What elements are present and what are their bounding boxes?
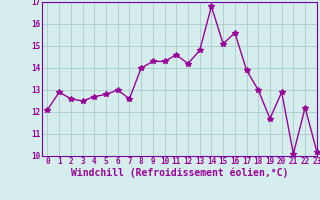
X-axis label: Windchill (Refroidissement éolien,°C): Windchill (Refroidissement éolien,°C) xyxy=(70,168,288,178)
